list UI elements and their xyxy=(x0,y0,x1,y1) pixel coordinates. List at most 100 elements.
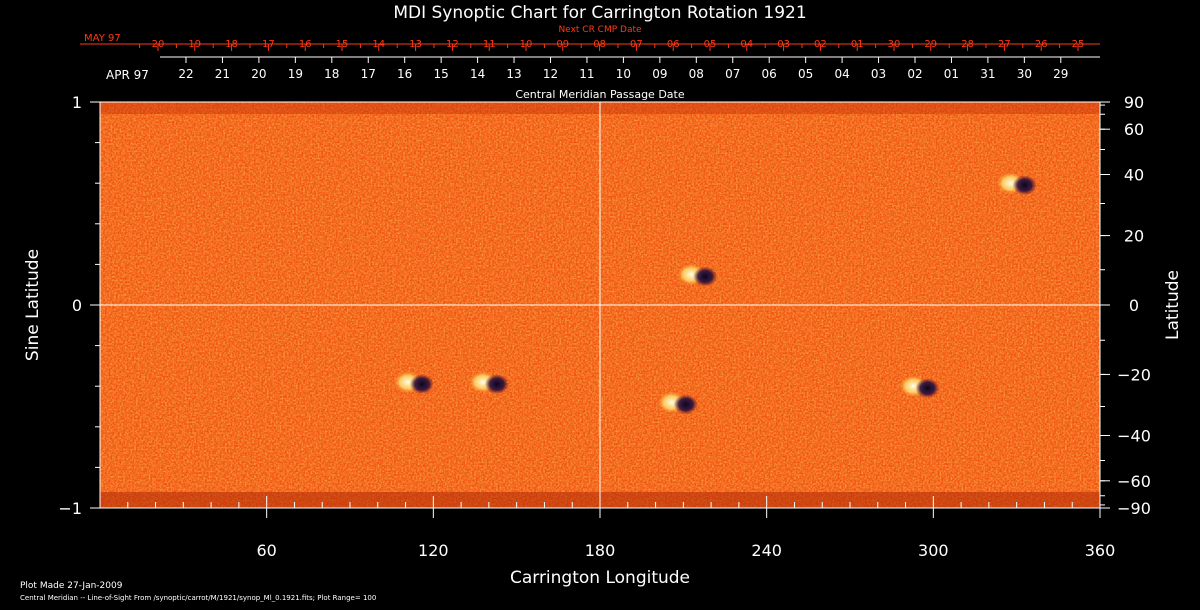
date-axis-month: APR 97 xyxy=(106,68,149,82)
active-region xyxy=(393,371,434,395)
top-tick-label: 10 xyxy=(520,39,533,50)
y-right-tick-label: 40 xyxy=(1124,166,1144,185)
top-tick-label: 09 xyxy=(556,39,569,50)
chart-title: MDI Synoptic Chart for Carrington Rotati… xyxy=(393,3,806,23)
top-axis-label: Next CR CMP Date xyxy=(558,25,642,35)
source-note: Central Meridian -- Line-of-Sight From /… xyxy=(20,594,376,602)
top-tick-label: 05 xyxy=(704,39,717,50)
top-axis-ticks: 20 19 18 17 16 15 14 13 12 11 10 09 08 07 06 05 04 03 02 01… xyxy=(139,39,1085,51)
top-tick-label: 26 xyxy=(1035,39,1048,50)
active-region xyxy=(899,375,940,399)
active-region xyxy=(677,263,718,287)
active-region-negative-polarity xyxy=(409,374,434,395)
top-tick-label: 29 xyxy=(924,39,937,50)
date-tick-label: 22 xyxy=(178,67,193,81)
top-tick-label: 06 xyxy=(667,39,680,50)
active-region-negative-polarity xyxy=(915,378,940,399)
date-axis-label: Central Meridian Passage Date xyxy=(515,88,684,101)
active-region xyxy=(468,371,509,395)
date-tick-label: 20 xyxy=(251,67,266,81)
top-tick-label: 11 xyxy=(483,39,496,50)
date-tick-label: 18 xyxy=(324,67,339,81)
y-right-tick-label: 0 xyxy=(1129,296,1139,315)
active-region-negative-polarity xyxy=(484,374,509,395)
date-tick-label: 31 xyxy=(980,67,995,81)
date-tick-label: 19 xyxy=(288,67,303,81)
y-right-tick-label: 20 xyxy=(1124,227,1144,246)
date-tick-label: 17 xyxy=(361,67,376,81)
latitude-axis: 90 60 40 20 0 −20 −40 −60 −90 xyxy=(1100,93,1151,518)
x-tick-label: 60 xyxy=(256,541,276,560)
date-tick-label: 14 xyxy=(470,67,485,81)
top-tick-label: 04 xyxy=(740,39,753,50)
x-tick-label: 360 xyxy=(1085,541,1116,560)
x-tick-label: 300 xyxy=(918,541,949,560)
date-tick-label: 29 xyxy=(1053,67,1068,81)
y-axis-label-right: Latitude xyxy=(1163,270,1183,340)
cmp-date-axis: APR 97 Central Meridian Passage Date xyxy=(106,56,1100,101)
date-tick-label: 11 xyxy=(579,67,594,81)
date-tick-label: 10 xyxy=(616,67,631,81)
top-axis-month: MAY 97 xyxy=(84,33,121,44)
active-region xyxy=(996,172,1037,196)
y-left-tick-label: −1 xyxy=(58,499,82,518)
active-region-negative-polarity xyxy=(1012,175,1037,196)
top-tick-label: 12 xyxy=(446,39,459,50)
active-region-negative-polarity xyxy=(693,266,718,287)
y-left-tick-label: 1 xyxy=(72,93,82,112)
top-tick-label: 17 xyxy=(262,39,275,50)
date-tick-label: 12 xyxy=(543,67,558,81)
date-axis-ticks: 22 21 20 19 18 17 16 15 14 13 12 11 10 09 08 07 06 05 04 03… xyxy=(178,57,1068,81)
plot-made-note: Plot Made 27-Jan-2009 xyxy=(20,581,123,591)
y-right-tick-label: −40 xyxy=(1117,426,1151,445)
date-tick-label: 15 xyxy=(434,67,449,81)
top-tick-label: 08 xyxy=(593,39,606,50)
date-tick-label: 01 xyxy=(944,67,959,81)
top-tick-label: 28 xyxy=(961,39,974,50)
top-tick-label: 03 xyxy=(777,39,790,50)
date-tick-label: 07 xyxy=(725,67,740,81)
active-regions xyxy=(393,172,1037,415)
date-tick-label: 02 xyxy=(907,67,922,81)
top-tick-label: 02 xyxy=(814,39,827,50)
y-axis-label-left: Sine Latitude xyxy=(23,249,43,361)
y-right-tick-label: −90 xyxy=(1117,499,1151,518)
x-axis: 60 120 180 240 300 360 xyxy=(127,496,1116,560)
y-right-tick-label: −60 xyxy=(1117,472,1151,491)
x-tick-label: 120 xyxy=(418,541,449,560)
top-tick-label: 20 xyxy=(152,39,165,50)
date-tick-label: 30 xyxy=(1017,67,1032,81)
date-tick-label: 08 xyxy=(689,67,704,81)
sine-latitude-axis: 1 0 −1 xyxy=(58,93,100,518)
date-tick-label: 03 xyxy=(871,67,886,81)
top-tick-label: 18 xyxy=(225,39,238,50)
top-tick-label: 07 xyxy=(630,39,643,50)
date-tick-label: 06 xyxy=(762,67,777,81)
y-right-tick-label: 60 xyxy=(1124,120,1144,139)
top-tick-label: 01 xyxy=(851,39,864,50)
y-right-tick-label: −20 xyxy=(1117,365,1151,384)
date-tick-label: 04 xyxy=(834,67,849,81)
top-tick-label: 13 xyxy=(409,39,422,50)
top-tick-label: 14 xyxy=(372,39,385,50)
active-region xyxy=(657,391,698,415)
top-tick-label: 25 xyxy=(1072,39,1085,50)
y-right-tick-label: 90 xyxy=(1124,93,1144,112)
date-tick-label: 09 xyxy=(652,67,667,81)
x-tick-label: 180 xyxy=(585,541,616,560)
plot-area xyxy=(99,101,1101,509)
top-tick-label: 16 xyxy=(299,39,312,50)
date-tick-label: 05 xyxy=(798,67,813,81)
top-tick-label: 19 xyxy=(188,39,201,50)
top-tick-label: 30 xyxy=(888,39,901,50)
date-tick-label: 16 xyxy=(397,67,412,81)
active-region-negative-polarity xyxy=(673,394,698,415)
top-tick-label: 15 xyxy=(336,39,349,50)
date-tick-label: 21 xyxy=(215,67,230,81)
top-tick-label: 27 xyxy=(998,39,1011,50)
x-axis-label: Carrington Longitude xyxy=(510,568,690,588)
date-tick-label: 13 xyxy=(506,67,521,81)
y-left-tick-label: 0 xyxy=(72,296,82,315)
x-tick-label: 240 xyxy=(751,541,782,560)
